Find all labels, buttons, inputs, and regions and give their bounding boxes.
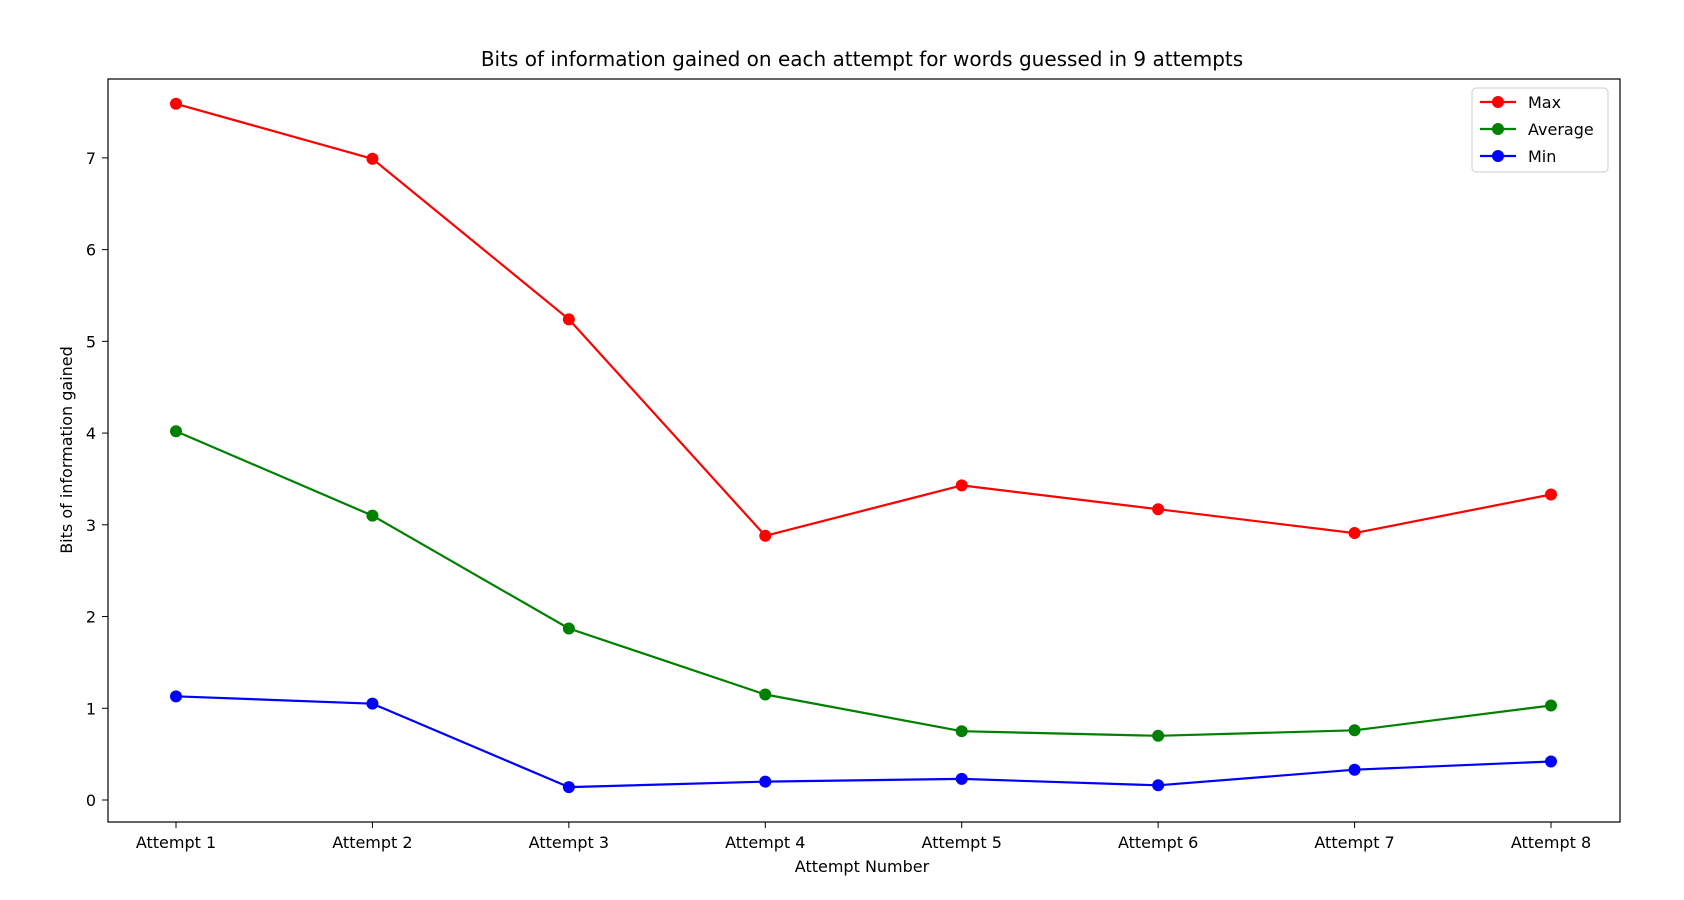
y-tick-label: 3: [86, 516, 96, 535]
data-point-average-3: [562, 622, 575, 635]
data-point-min-8: [1545, 755, 1557, 768]
y-tick-label: 2: [86, 608, 96, 627]
y-axis: 0 1 2 3 4 5 6 7: [86, 149, 108, 810]
data-point-max-8: [1545, 488, 1557, 501]
data-point-max-3: [562, 313, 575, 326]
x-tick-label: Attempt 4: [725, 833, 805, 852]
y-tick-label: 5: [86, 332, 96, 351]
y-tick-label: 7: [86, 149, 96, 168]
series-line-min: [175, 695, 1552, 789]
data-point-average-6: [1152, 729, 1165, 742]
data-point-max-6: [1152, 503, 1165, 516]
y-tick-label: 0: [86, 791, 96, 810]
legend: Max Average Min: [1471, 87, 1609, 173]
data-point-average-2: [366, 509, 379, 522]
y-tick-label: 6: [86, 241, 96, 260]
x-tick-label: Attempt 7: [1314, 833, 1394, 852]
data-point-min-1: [170, 690, 182, 703]
x-axis-label: Attempt Number: [795, 857, 930, 876]
x-tick-label: Attempt 6: [1118, 833, 1198, 852]
data-point-min-4: [759, 775, 772, 788]
legend-marker-max: [1492, 96, 1504, 108]
axes-frame: [107, 78, 1621, 823]
legend-marker-min: [1492, 150, 1504, 162]
plot-area: [107, 78, 1621, 823]
data-point-average-7: [1348, 724, 1361, 737]
y-tick-label: 4: [86, 424, 96, 443]
chart-title: Bits of information gained on each attem…: [481, 47, 1243, 71]
data-point-max-4: [759, 529, 772, 542]
legend-label-max: Max: [1528, 93, 1561, 112]
x-tick-label: Attempt 2: [332, 833, 412, 852]
x-tick-label: Attempt 5: [922, 833, 1002, 852]
data-point-min-3: [562, 781, 575, 794]
data-point-average-5: [955, 725, 968, 738]
data-point-max-7: [1348, 527, 1361, 540]
data-point-max-2: [366, 152, 379, 165]
legend-box: [1471, 87, 1609, 173]
legend-label-min: Min: [1528, 147, 1556, 166]
data-point-min-7: [1348, 763, 1361, 776]
data-point-average-1: [170, 425, 182, 438]
x-tick-label: Attempt 3: [529, 833, 609, 852]
data-point-average-4: [759, 688, 772, 701]
legend-label-average: Average: [1528, 120, 1594, 139]
x-axis: Attempt 1 Attempt 2 Attempt 3 Attempt 4 Atte…: [136, 822, 1591, 852]
legend-marker-average: [1492, 123, 1504, 135]
series-line-max: [175, 102, 1552, 537]
series-line-average: [175, 430, 1552, 737]
x-tick-label: Attempt 8: [1511, 833, 1591, 852]
x-tick-label: Attempt 1: [136, 833, 216, 852]
data-point-max-1: [170, 97, 182, 110]
data-point-min-2: [366, 697, 379, 710]
data-point-average-8: [1545, 699, 1557, 712]
data-point-max-5: [955, 479, 968, 492]
y-axis-label: Bits of information gained: [57, 346, 76, 554]
data-point-min-5: [955, 772, 968, 785]
data-point-min-6: [1152, 779, 1165, 792]
y-tick-label: 1: [86, 699, 96, 718]
